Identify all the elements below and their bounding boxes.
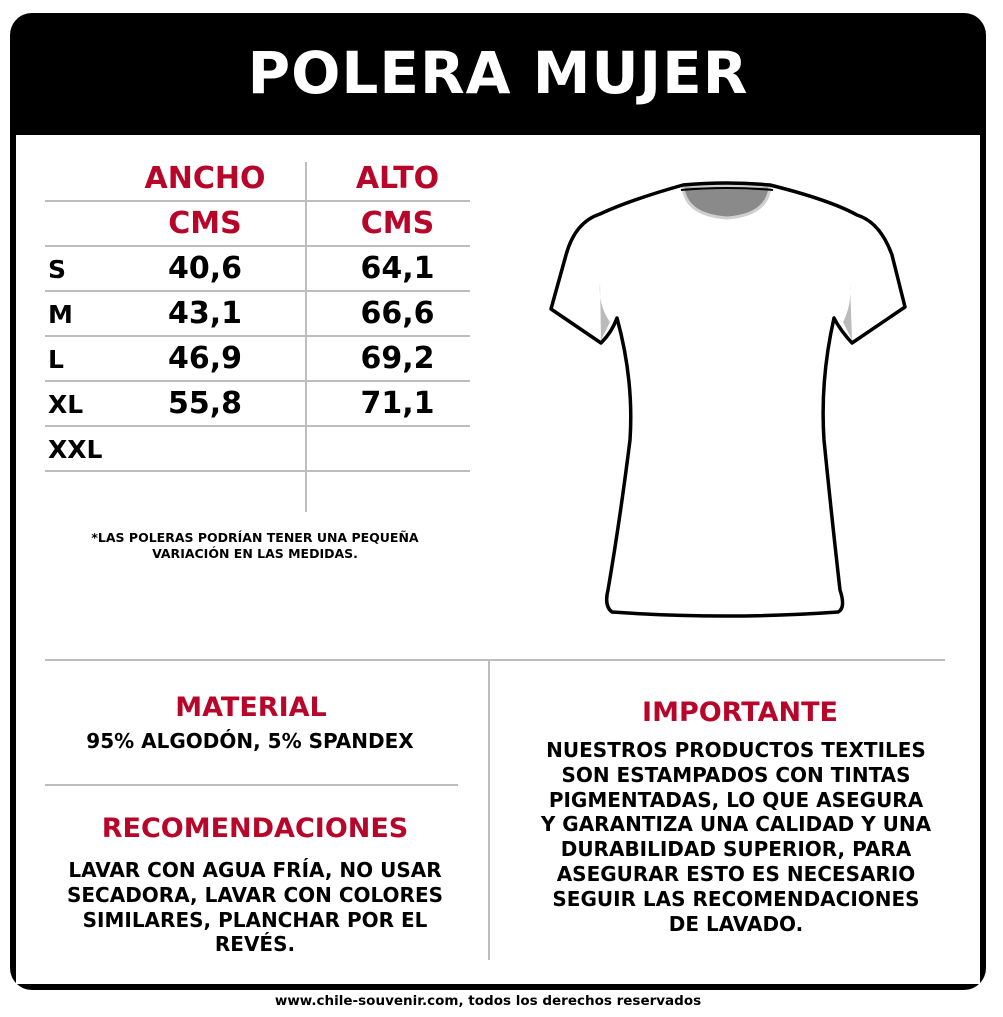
ancho-value: 55,8 — [167, 386, 243, 421]
divider — [45, 425, 470, 427]
text-line: PIGMENTADAS, LO QUE ASEGURA — [548, 787, 924, 812]
divider — [45, 335, 470, 337]
alto-value: 64,1 — [360, 251, 435, 286]
recomendaciones-text: LAVAR CON AGUA FRÍA, NO USAR SECADORA, L… — [30, 858, 480, 957]
size-label: S — [48, 255, 67, 284]
alto-value: 71,1 — [360, 386, 435, 421]
importante-text: NUESTROS PRODUCTOS TEXTILES SON ESTAMPAD… — [500, 738, 972, 936]
alto-value: 69,2 — [360, 341, 435, 376]
text-line: SECADORA, LAVAR CON COLORES — [66, 882, 444, 907]
t-shirt-icon — [549, 181, 907, 618]
footer-copyright: www.chile-souvenir.com, todos los derech… — [274, 993, 702, 1009]
material-title: MATERIAL — [175, 692, 327, 723]
note-line: *LAS POLERAS PODRÍAN TENER UNA PEQUEÑA — [91, 530, 419, 545]
column-divider — [305, 162, 307, 512]
importante-title: IMPORTANTE — [642, 697, 838, 728]
content-panel — [16, 135, 980, 984]
header-alto: ALTO — [355, 161, 440, 196]
text-line: SIMILARES, PLANCHAR POR EL — [82, 907, 428, 932]
size-label: M — [48, 300, 73, 329]
divider — [45, 380, 470, 382]
page-title: POLERA MUJER — [247, 39, 749, 107]
text-line: NUESTROS PRODUCTOS TEXTILES — [546, 738, 926, 762]
unit-ancho: CMS — [168, 206, 242, 241]
section-divider — [45, 659, 945, 661]
measurement-note: *LAS POLERAS PODRÍAN TENER UNA PEQUEÑA V… — [40, 530, 470, 562]
text-line: DE LAVADO. — [668, 911, 804, 936]
size-label: L — [48, 345, 64, 374]
text-line: LAVAR CON AGUA FRÍA, NO USAR — [68, 858, 442, 882]
text-line: Y GARANTIZA UNA CALIDAD Y UNA — [540, 812, 932, 837]
material-text: 95% ALGODÓN, 5% SPANDEX — [86, 729, 414, 753]
ancho-value: 46,9 — [167, 341, 243, 376]
text-line: DURABILIDAD SUPERIOR, PARA — [560, 837, 912, 862]
note-line: VARIACIÓN EN LAS MEDIDAS. — [152, 546, 358, 561]
section-divider — [45, 784, 458, 786]
divider — [45, 245, 470, 247]
ancho-value: 43,1 — [167, 296, 243, 331]
text-line: REVÉS. — [214, 932, 296, 957]
text-line: SON ESTAMPADOS CON TINTAS — [561, 762, 911, 787]
text-line: SEGUIR LAS RECOMENDACIONES — [552, 886, 920, 911]
size-label: XL — [48, 390, 84, 419]
unit-alto: CMS — [360, 206, 435, 241]
section-divider-vertical — [488, 660, 490, 960]
recomendaciones-title: RECOMENDACIONES — [101, 813, 409, 844]
divider — [45, 290, 470, 292]
header-ancho: ANCHO — [144, 161, 266, 196]
divider — [45, 470, 470, 472]
text-line: ASEGURAR ESTO ES NECESARIO — [556, 861, 916, 886]
alto-value: 66,6 — [360, 296, 435, 331]
size-label: XXL — [48, 435, 103, 464]
ancho-value: 40,6 — [167, 251, 243, 286]
divider — [45, 200, 470, 202]
